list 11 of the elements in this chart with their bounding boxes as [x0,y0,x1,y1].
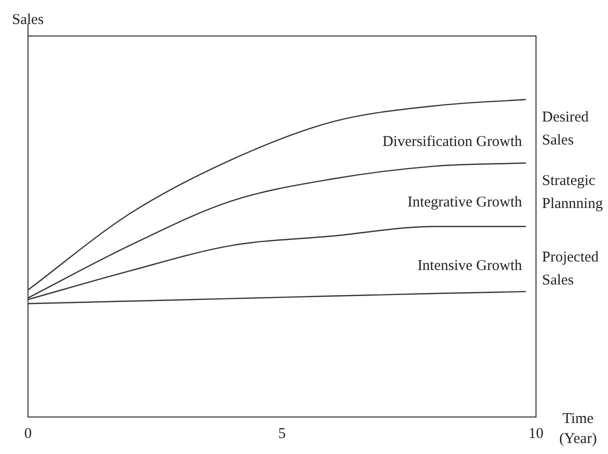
annotation: Intensive Growth [417,258,522,274]
x-tick-label: 5 [278,426,286,442]
annotation: Diversification Growth [382,134,522,150]
series-label: Desired Sales [542,110,590,148]
series-label: Strategic Plannning [542,173,604,212]
series-label: Projected Sales [542,250,600,289]
x-tick-label: 10 [528,426,544,442]
x-axis-title: Time (Year) [559,411,597,447]
annotation: Integrative Growth [407,194,522,210]
y-axis-title: Sales [12,12,44,28]
x-tick-label: 0 [24,426,32,442]
